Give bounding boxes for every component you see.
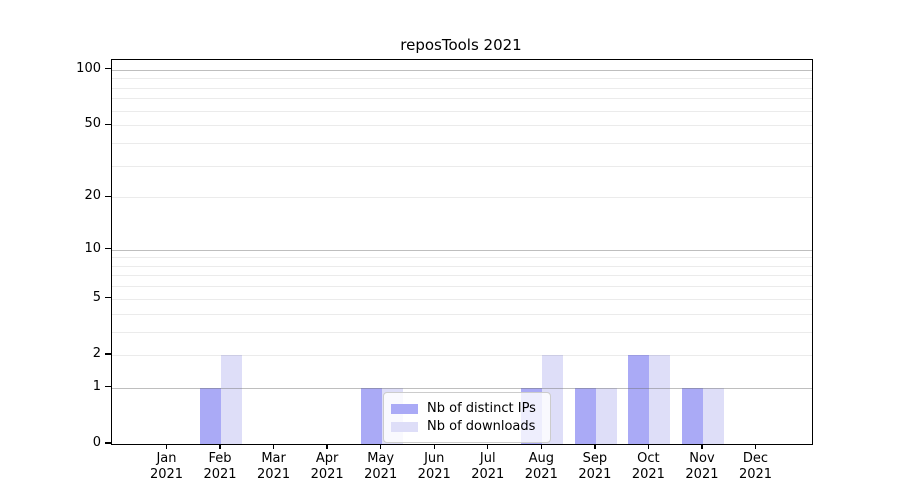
- figure: reposTools 2021 Nb of distinct IPs Nb of…: [0, 0, 900, 500]
- y-tick: [105, 248, 111, 249]
- minor-gridline: [112, 257, 812, 258]
- x-tick: [755, 444, 756, 449]
- x-tick-label: Jun2021: [406, 451, 462, 482]
- bar-nb-of-downloads: [221, 355, 242, 444]
- y-tick-label: 10: [49, 241, 101, 257]
- y-tick-label: 5: [49, 290, 101, 306]
- bar-nb-of-downloads: [649, 355, 670, 444]
- x-tick: [594, 444, 595, 449]
- x-tick-label: Mar2021: [246, 451, 302, 482]
- minor-gridline: [112, 266, 812, 267]
- x-tick-label: Oct2021: [620, 451, 676, 482]
- y-tick-label: 50: [49, 116, 101, 132]
- y-tick-label: 20: [49, 188, 101, 204]
- x-tick: [434, 444, 435, 449]
- x-tick: [648, 444, 649, 449]
- major-gridline: [112, 388, 812, 389]
- x-tick-label: Dec2021: [728, 451, 784, 482]
- x-tick: [166, 444, 167, 449]
- minor-gridline: [112, 286, 812, 287]
- bar-nb-of-distinct-ips: [361, 388, 382, 444]
- minor-gridline: [112, 125, 812, 126]
- y-tick: [105, 386, 111, 387]
- legend-row-downloads: Nb of downloads: [391, 418, 550, 435]
- major-gridline: [112, 70, 812, 71]
- bar-nb-of-distinct-ips: [682, 388, 703, 444]
- y-tick: [105, 442, 111, 443]
- bar-nb-of-distinct-ips: [200, 388, 221, 444]
- y-tick: [105, 68, 111, 69]
- x-tick: [273, 444, 274, 449]
- minor-gridline: [112, 332, 812, 333]
- x-tick-label: Nov2021: [674, 451, 730, 482]
- y-tick: [105, 124, 111, 125]
- minor-gridline: [112, 166, 812, 167]
- x-tick-label: Feb2021: [192, 451, 248, 482]
- x-tick-label: Jul2021: [460, 451, 516, 482]
- legend-label-distinct-ips: Nb of distinct IPs: [427, 401, 536, 416]
- minor-gridline: [112, 111, 812, 112]
- x-tick: [326, 444, 327, 449]
- x-tick-label: Apr2021: [299, 451, 355, 482]
- y-tick-label: 0: [49, 435, 101, 451]
- bar-nb-of-distinct-ips: [575, 388, 596, 444]
- x-tick: [219, 444, 220, 449]
- minor-gridline: [112, 197, 812, 198]
- x-tick: [541, 444, 542, 449]
- bar-nb-of-downloads: [703, 388, 724, 444]
- x-tick-label: Aug2021: [513, 451, 569, 482]
- y-tick-label: 2: [49, 346, 101, 362]
- plot-area: Nb of distinct IPs Nb of downloads: [111, 59, 813, 445]
- minor-gridline: [112, 88, 812, 89]
- minor-gridline: [112, 314, 812, 315]
- y-tick: [105, 353, 111, 354]
- y-tick-label: 100: [49, 61, 101, 77]
- minor-gridline: [112, 355, 812, 356]
- bar-nb-of-distinct-ips: [628, 355, 649, 444]
- x-tick: [701, 444, 702, 449]
- legend-row-distinct-ips: Nb of distinct IPs: [391, 400, 550, 417]
- legend-swatch-distinct-ips: [391, 404, 418, 414]
- x-tick-label: May2021: [353, 451, 409, 482]
- chart-title: reposTools 2021: [111, 36, 811, 54]
- legend-label-downloads: Nb of downloads: [427, 419, 535, 434]
- y-tick-label: 1: [49, 379, 101, 395]
- minor-gridline: [112, 275, 812, 276]
- minor-gridline: [112, 299, 812, 300]
- major-gridline: [112, 250, 812, 251]
- legend: Nb of distinct IPs Nb of downloads: [383, 392, 551, 443]
- x-tick-label: Sep2021: [567, 451, 623, 482]
- minor-gridline: [112, 78, 812, 79]
- minor-gridline: [112, 98, 812, 99]
- x-tick: [380, 444, 381, 449]
- minor-gridline: [112, 143, 812, 144]
- legend-swatch-downloads: [391, 422, 418, 432]
- y-tick: [105, 196, 111, 197]
- y-tick: [105, 297, 111, 298]
- x-tick: [487, 444, 488, 449]
- x-tick-label: Jan2021: [139, 451, 195, 482]
- bar-nb-of-downloads: [596, 388, 617, 444]
